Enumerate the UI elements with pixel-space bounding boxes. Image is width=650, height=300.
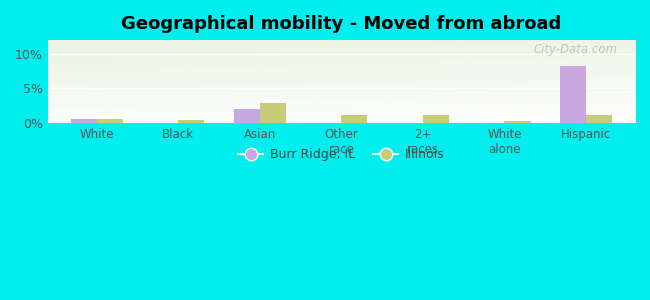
- Bar: [560, 66, 586, 123]
- Bar: [586, 115, 612, 123]
- Bar: [504, 121, 530, 123]
- Title: Geographical mobility - Moved from abroad: Geographical mobility - Moved from abroa…: [122, 15, 562, 33]
- Bar: [71, 119, 97, 123]
- Bar: [178, 120, 204, 123]
- Bar: [341, 115, 367, 123]
- Legend: Burr Ridge, IL, Illinois: Burr Ridge, IL, Illinois: [233, 143, 449, 166]
- Bar: [97, 119, 123, 123]
- Bar: [423, 115, 449, 123]
- Bar: [234, 109, 260, 123]
- Bar: [260, 103, 286, 123]
- Text: City-Data.com: City-Data.com: [533, 43, 618, 56]
